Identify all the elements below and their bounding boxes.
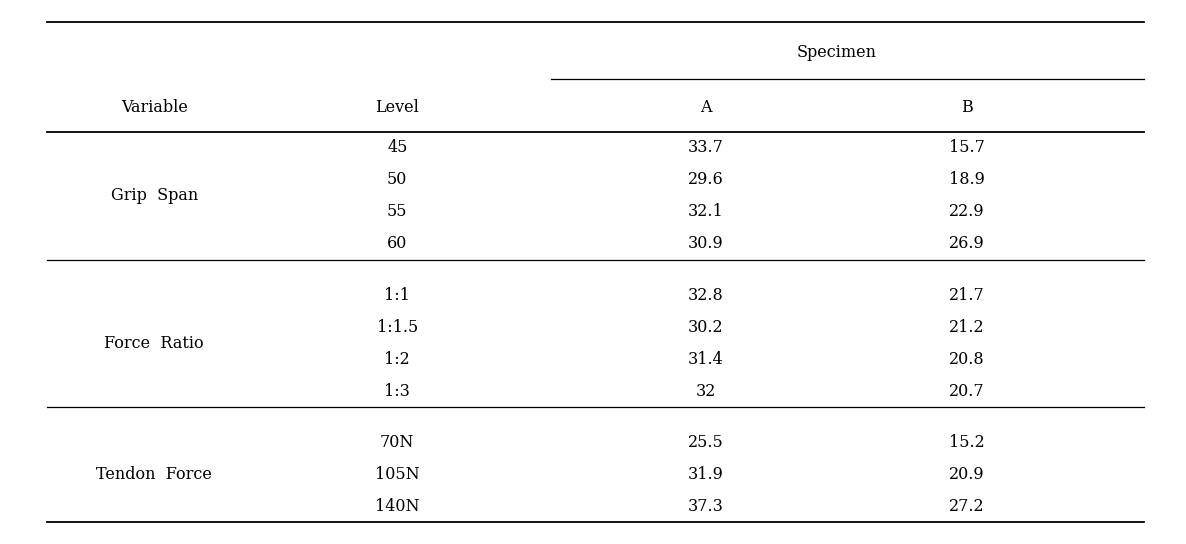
- Text: 20.9: 20.9: [949, 466, 984, 483]
- Text: 21.7: 21.7: [949, 287, 984, 304]
- Text: Tendon  Force: Tendon Force: [96, 466, 212, 483]
- Text: A: A: [700, 99, 712, 116]
- Text: 30.9: 30.9: [688, 236, 723, 252]
- Text: 31.4: 31.4: [688, 350, 723, 368]
- Text: 60: 60: [387, 236, 408, 252]
- Text: Specimen: Specimen: [796, 44, 876, 61]
- Text: 31.9: 31.9: [688, 466, 723, 483]
- Text: 32.1: 32.1: [688, 203, 723, 220]
- Text: Variable: Variable: [121, 99, 187, 116]
- Text: 105N: 105N: [375, 466, 420, 483]
- Text: Force  Ratio: Force Ratio: [104, 335, 204, 351]
- Text: 70N: 70N: [381, 434, 414, 451]
- Text: 21.2: 21.2: [949, 319, 984, 336]
- Text: 26.9: 26.9: [949, 236, 984, 252]
- Text: 30.2: 30.2: [688, 319, 723, 336]
- Text: 27.2: 27.2: [949, 498, 984, 515]
- Text: 55: 55: [387, 203, 408, 220]
- Text: 50: 50: [387, 171, 408, 188]
- Text: 37.3: 37.3: [688, 498, 723, 515]
- Text: 1:1.5: 1:1.5: [377, 319, 417, 336]
- Text: 15.2: 15.2: [949, 434, 984, 451]
- Text: 1:3: 1:3: [384, 382, 410, 399]
- Text: 33.7: 33.7: [688, 139, 723, 156]
- Text: Grip  Span: Grip Span: [110, 187, 198, 205]
- Text: 1:2: 1:2: [384, 350, 410, 368]
- Text: 1:1: 1:1: [384, 287, 410, 304]
- Text: 18.9: 18.9: [949, 171, 984, 188]
- Text: 25.5: 25.5: [688, 434, 723, 451]
- Text: 15.7: 15.7: [949, 139, 984, 156]
- Text: B: B: [961, 99, 973, 116]
- Text: 32.8: 32.8: [688, 287, 723, 304]
- Text: 20.8: 20.8: [949, 350, 984, 368]
- Text: 20.7: 20.7: [949, 382, 984, 399]
- Text: 140N: 140N: [375, 498, 420, 515]
- Text: Level: Level: [376, 99, 419, 116]
- Text: 22.9: 22.9: [949, 203, 984, 220]
- Text: 29.6: 29.6: [688, 171, 723, 188]
- Text: 32: 32: [695, 382, 716, 399]
- Text: 45: 45: [387, 139, 408, 156]
